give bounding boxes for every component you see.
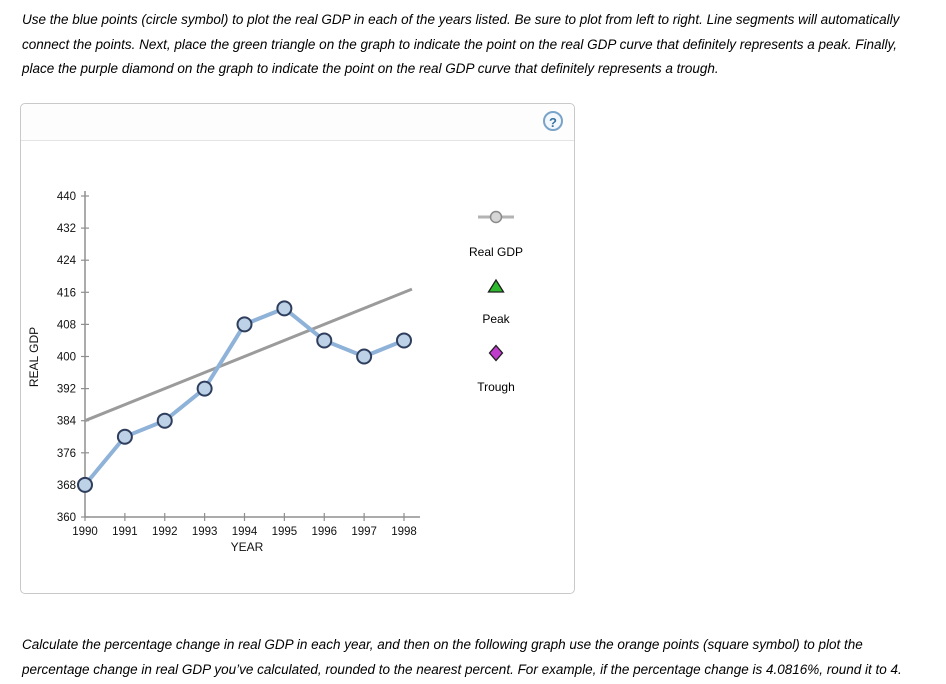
y-tick-label: 360 [57, 512, 76, 524]
real-gdp-point-1992[interactable] [156, 412, 173, 429]
real-gdp-point-1998[interactable] [396, 332, 412, 349]
y-tick-label: 440 [57, 191, 76, 203]
real-gdp-point-1996[interactable] [316, 332, 333, 349]
y-tick-label: 376 [57, 448, 76, 460]
chart-legend: Real GDP Peak Trough [446, 203, 546, 394]
x-tick-label: 1991 [112, 526, 138, 538]
panel-header: ? [21, 104, 574, 141]
top-instructions: Use the blue points (circle symbol) to p… [22, 12, 900, 76]
x-tick-label: 1995 [272, 526, 298, 538]
y-tick-label: 424 [57, 255, 77, 267]
handle-circle [489, 210, 503, 224]
y-tick-label: 432 [57, 223, 76, 235]
x-tick-label: 1990 [72, 526, 98, 538]
real-gdp-point-1993[interactable] [196, 380, 213, 397]
trend-line [84, 287, 413, 423]
y-axis-title: REAL GDP [27, 327, 41, 387]
y-tick-label: 384 [57, 416, 77, 428]
real-gdp-point-1991[interactable] [116, 428, 133, 445]
y-tick-label: 392 [57, 384, 76, 396]
x-tick-label: 1993 [192, 526, 218, 538]
y-tick-label: 408 [57, 319, 76, 331]
legend-label-real-gdp: Real GDP [468, 245, 524, 259]
triangle-shape [487, 278, 505, 293]
real-gdp-point-1995[interactable] [276, 300, 293, 317]
legend-label-trough: Trough [477, 380, 515, 394]
x-tick-label: 1996 [311, 526, 337, 538]
trough-diamond-icon[interactable] [488, 344, 504, 362]
diamond-shape [488, 344, 504, 362]
bottom-instructions: Calculate the percentage change in real … [22, 637, 902, 677]
y-tick-label: 416 [57, 287, 76, 299]
x-tick-label: 1992 [152, 526, 178, 538]
real-gdp-line [83, 306, 406, 487]
chart-area: REAL GDP YEAR 360 368 376 384 392 400 408 416 42… [21, 141, 574, 593]
real-gdp-chart: REAL GDP YEAR 360 368 376 384 392 400 408 416 42… [27, 191, 420, 554]
y-tick-label: 368 [57, 480, 76, 492]
real-gdp-point-1994[interactable] [236, 316, 253, 333]
real-gdp-handle-icon[interactable] [476, 209, 516, 225]
real-gdp-point-1997[interactable] [356, 348, 373, 365]
y-tick-label: 400 [57, 352, 76, 364]
x-tick-label: 1994 [232, 526, 258, 538]
x-axis-title: YEAR [231, 540, 264, 554]
real-gdp-point-1990[interactable] [77, 476, 93, 493]
peak-triangle-icon[interactable] [487, 278, 505, 294]
x-tick-label: 1998 [391, 526, 417, 538]
help-icon[interactable]: ? [543, 111, 563, 131]
x-tick-label: 1997 [351, 526, 377, 538]
legend-label-peak: Peak [482, 312, 510, 326]
question-panel: ? REAL GDP YEAR 360 368 376 384 392 400 408 416… [20, 103, 575, 594]
